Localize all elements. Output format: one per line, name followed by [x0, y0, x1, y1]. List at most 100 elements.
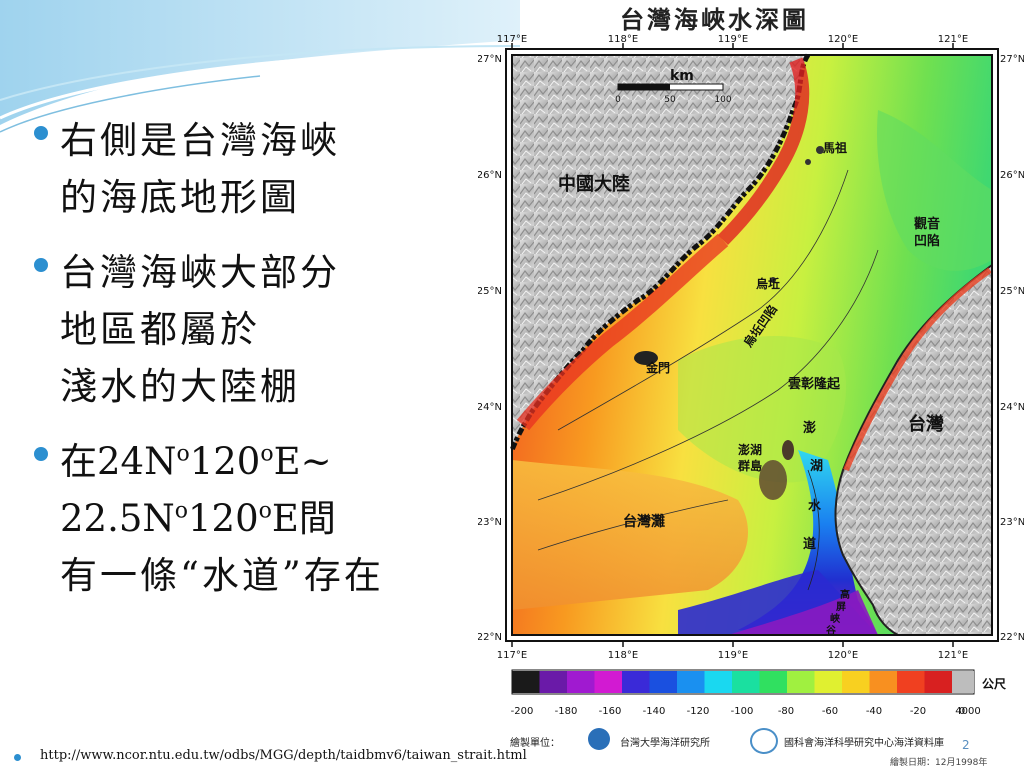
lat-label: 22°N — [478, 632, 502, 643]
label-matsu: 馬祖 — [823, 140, 847, 155]
credit-org: 國科會海洋科學研究中心海洋資料庫 — [784, 738, 944, 749]
label-channel: 水 — [808, 498, 822, 514]
legend-tick-label: -200 — [511, 706, 534, 717]
bullet-icon — [34, 258, 48, 272]
bathymetry-map: 117°E 118°E 119°E 120°E 121°E 117°E 118°… — [478, 34, 1024, 717]
legend-swatch — [814, 671, 843, 693]
label-changyun-rise: 雲彰隆起 — [788, 376, 841, 392]
scale-bar: km 0 50 100 — [615, 68, 732, 105]
bullet-text-line: 的海底地形圖 — [60, 176, 300, 219]
bullet-item: 台灣海峽大部分 地區都屬於 淺水的大陸棚 — [30, 244, 480, 415]
label-gaoping: 峽 — [830, 612, 841, 625]
legend-tick-label: -120 — [687, 706, 710, 717]
lon-label: 118°E — [608, 34, 638, 45]
scale-tick: 50 — [664, 95, 676, 105]
bullet-text-line: 有一條“水道”存在 — [60, 554, 384, 597]
lon-label: 117°E — [497, 34, 527, 45]
scale-tick: 100 — [714, 95, 731, 105]
lon-label: 120°E — [828, 650, 858, 661]
label-gaoping: 谷 — [826, 624, 837, 637]
legend-swatch — [787, 671, 815, 693]
label-taiwan: 台灣 — [908, 413, 944, 435]
legend-swatch-land — [952, 671, 974, 693]
legend-tick-label: -160 — [599, 706, 622, 717]
legend-unit: 公尺 — [982, 677, 1006, 691]
lat-label: 26°N — [1000, 170, 1024, 181]
background-wave-decoration — [0, 0, 520, 133]
lat-label: 24°N — [478, 402, 502, 413]
lon-label: 117°E — [497, 650, 527, 661]
legend-tick-label: -40 — [866, 706, 882, 717]
bullet-text-line: 淺水的大陸棚 — [60, 365, 300, 408]
label-kinmen: 金門 — [645, 360, 670, 375]
legend-swatch — [869, 671, 898, 693]
lon-label: 121°E — [938, 650, 968, 661]
label-penghu: 群島 — [737, 458, 762, 473]
label-channel: 道 — [803, 536, 816, 552]
lon-label: 119°E — [718, 650, 748, 661]
lat-label: 27°N — [1000, 54, 1024, 65]
legend-swatch — [539, 671, 568, 693]
label-taiwan-bank: 台灣灘 — [623, 513, 665, 530]
credit-org: 台灣大學海洋研究所 — [620, 738, 710, 749]
legend-swatch — [897, 671, 925, 693]
lat-label: 25°N — [478, 286, 502, 297]
lon-label: 121°E — [938, 34, 968, 45]
lat-label: 23°N — [478, 517, 502, 528]
bullet-text-line: 在24No120oE~ — [60, 440, 332, 483]
nsc-logo — [750, 728, 778, 754]
credit-label: 繪製單位： — [510, 738, 560, 749]
label-guanyin: 凹陷 — [914, 233, 940, 249]
legend-swatch — [759, 671, 788, 693]
bullet-text-line: 右側是台灣海峽 — [60, 119, 340, 162]
legend-swatch — [924, 671, 953, 693]
legend-swatch — [842, 671, 870, 693]
legend-tick-label: -100 — [731, 706, 754, 717]
lat-label: 25°N — [1000, 286, 1024, 297]
legend-tick-label: -60 — [822, 706, 838, 717]
legend-tick-label: -140 — [643, 706, 666, 717]
scale-unit: km — [670, 68, 694, 84]
legend-swatch — [567, 671, 595, 693]
legend-swatch — [649, 671, 678, 693]
lat-label: 22°N — [1000, 632, 1024, 643]
bullet-icon — [34, 447, 48, 461]
lat-label: 24°N — [1000, 402, 1024, 413]
legend-tick-label: 4000 — [955, 706, 980, 717]
legend-tick-label: -20 — [910, 706, 926, 717]
lat-label: 27°N — [478, 54, 502, 65]
legend-swatch — [594, 671, 623, 693]
bullet-text-line: 22.5No120oE間 — [60, 497, 336, 540]
lat-label: 23°N — [1000, 517, 1024, 528]
label-china: 中國大陸 — [558, 173, 630, 195]
ntu-ocean-logo — [588, 728, 610, 750]
lat-label: 26°N — [478, 170, 502, 181]
label-guanyin: 觀音 — [914, 216, 940, 232]
label-channel: 澎 — [803, 420, 816, 436]
label-channel: 湖 — [810, 459, 823, 474]
map-title: 台灣海峽水深圖 — [620, 6, 809, 34]
page-number: 2 — [962, 738, 970, 752]
label-gaoping: 高 — [840, 588, 850, 601]
legend-swatch — [704, 671, 733, 693]
legend-tick-label: -80 — [778, 706, 794, 717]
lon-label: 120°E — [828, 34, 858, 45]
bullet-text-line: 地區都屬於 — [60, 308, 260, 351]
legend-swatch — [677, 671, 705, 693]
bullet-item: 右側是台灣海峽 的海底地形圖 — [30, 112, 480, 226]
legend-tick-label: 0 — [959, 706, 965, 717]
legend-swatch — [512, 671, 540, 693]
bullet-item: 在24No120oE~ 22.5No120oE間 有一條“水道”存在 — [30, 433, 480, 604]
label-gaoping: 屏 — [835, 601, 846, 613]
legend-swatch — [622, 671, 650, 693]
bullet-icon — [34, 126, 48, 140]
source-link[interactable]: http://www.ncor.ntu.edu.tw/odbs/MGG/dept… — [40, 748, 527, 763]
scale-tick: 0 — [615, 95, 621, 105]
label-penghu: 澎湖 — [738, 442, 762, 457]
lon-label: 119°E — [718, 34, 748, 45]
bullet-text-line: 台灣海峽大部分 — [60, 251, 340, 294]
lon-label: 118°E — [608, 650, 638, 661]
footer-bullet-icon — [14, 754, 21, 761]
legend-swatch — [732, 671, 760, 693]
legend-tick-label: -180 — [555, 706, 578, 717]
